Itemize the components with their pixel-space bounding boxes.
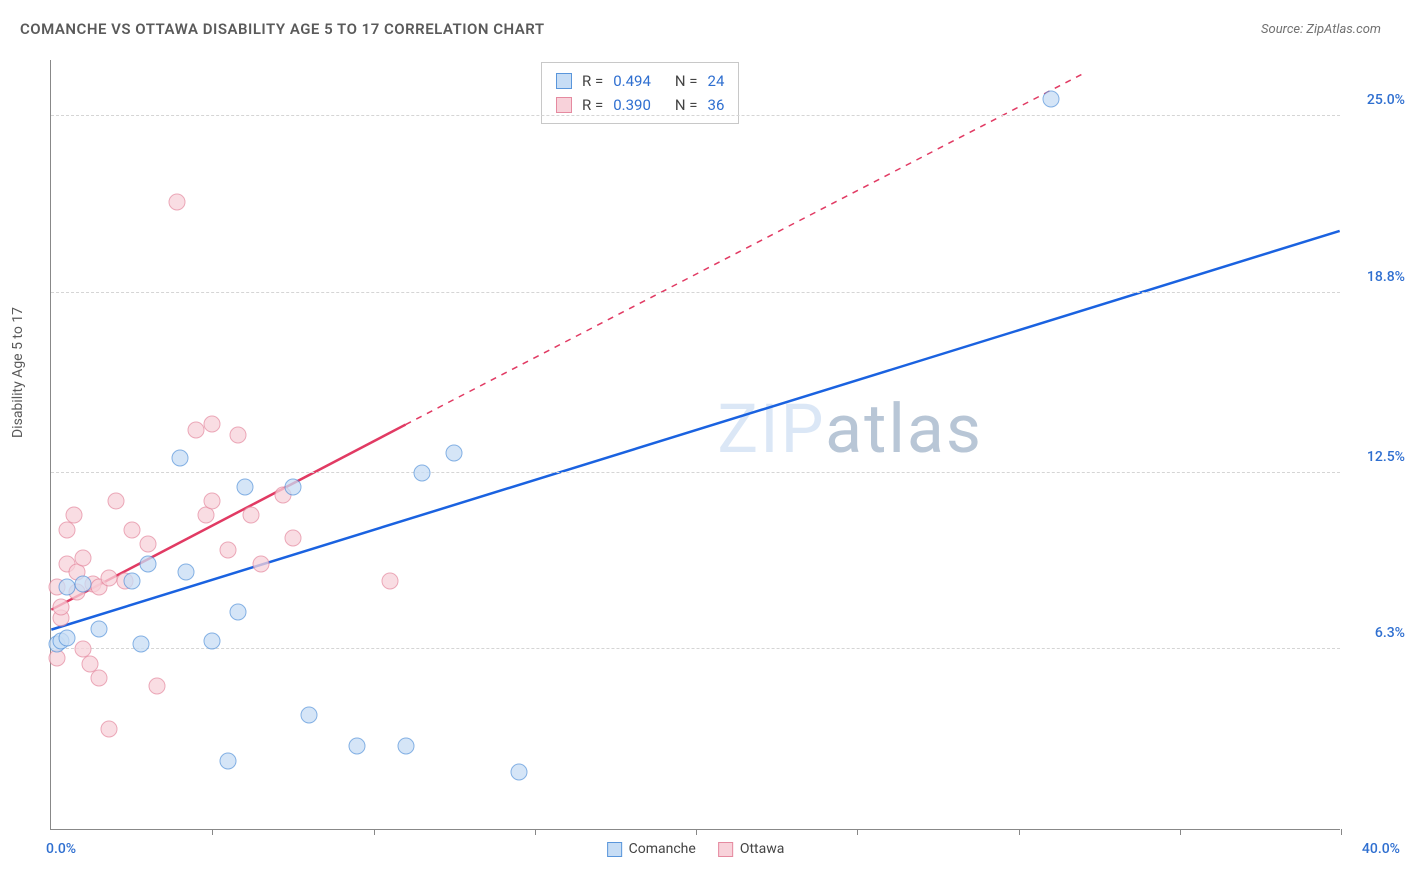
x-tick xyxy=(696,829,697,835)
x-max-label: 40.0% xyxy=(1362,841,1400,857)
scatter-point xyxy=(101,721,118,738)
scatter-point xyxy=(168,193,185,210)
scatter-point xyxy=(59,578,76,595)
scatter-point xyxy=(91,621,108,638)
x-tick xyxy=(857,829,858,835)
legend-item: Comanche xyxy=(607,841,696,857)
scatter-point xyxy=(220,541,237,558)
scatter-point xyxy=(242,507,259,524)
legend-item: Ottawa xyxy=(718,841,785,857)
x-tick xyxy=(1341,829,1342,835)
legend-n-label: N = xyxy=(675,69,698,93)
y-tick-label: 12.5% xyxy=(1367,449,1405,465)
scatter-point xyxy=(220,752,237,769)
scatter-point xyxy=(172,450,189,467)
scatter-point xyxy=(59,629,76,646)
legend-r-value: 0.494 xyxy=(613,69,651,93)
legend-swatch xyxy=(718,842,733,857)
scatter-point xyxy=(178,564,195,581)
y-axis-label: Disability Age 5 to 17 xyxy=(10,307,26,438)
legend-swatch xyxy=(607,842,622,857)
scatter-point xyxy=(101,570,118,587)
trend-line xyxy=(406,74,1082,424)
scatter-point xyxy=(381,572,398,589)
x-tick xyxy=(535,829,536,835)
gridline xyxy=(51,292,1340,293)
scatter-point xyxy=(204,632,221,649)
scatter-point xyxy=(52,598,69,615)
legend-stat-row: R = 0.494 N = 24 xyxy=(556,69,724,93)
legend-label: Comanche xyxy=(629,841,696,857)
x-tick xyxy=(1019,829,1020,835)
gridline xyxy=(51,472,1340,473)
legend-n-value: 36 xyxy=(708,93,725,117)
y-tick-label: 25.0% xyxy=(1367,92,1405,108)
scatter-point xyxy=(230,604,247,621)
scatter-point xyxy=(204,416,221,433)
scatter-point xyxy=(75,550,92,567)
scatter-point xyxy=(397,738,414,755)
x-tick xyxy=(1180,829,1181,835)
trend-lines-layer xyxy=(51,60,1340,829)
x-tick xyxy=(212,829,213,835)
legend-stat-row: R = 0.390 N = 36 xyxy=(556,93,724,117)
legend-n-value: 24 xyxy=(708,69,725,93)
legend-swatch xyxy=(556,73,572,89)
y-tick-label: 6.3% xyxy=(1375,625,1405,641)
scatter-point xyxy=(91,669,108,686)
scatter-point xyxy=(301,706,318,723)
source-attribution: Source: ZipAtlas.com xyxy=(1261,22,1381,37)
chart-title: COMANCHE VS OTTAWA DISABILITY AGE 5 TO 1… xyxy=(20,20,545,38)
scatter-point xyxy=(510,763,527,780)
scatter-point xyxy=(236,478,253,495)
scatter-point xyxy=(349,738,366,755)
scatter-point xyxy=(284,478,301,495)
scatter-point xyxy=(204,493,221,510)
scatter-point xyxy=(123,572,140,589)
scatter-point xyxy=(1042,90,1059,107)
scatter-point xyxy=(133,635,150,652)
chart-container: COMANCHE VS OTTAWA DISABILITY AGE 5 TO 1… xyxy=(0,0,1406,892)
scatter-point xyxy=(252,555,269,572)
scatter-point xyxy=(284,530,301,547)
scatter-point xyxy=(139,535,156,552)
legend-n-label: N = xyxy=(675,93,698,117)
scatter-point xyxy=(107,493,124,510)
scatter-point xyxy=(65,507,82,524)
scatter-point xyxy=(123,521,140,538)
scatter-point xyxy=(446,444,463,461)
x-min-label: 0.0% xyxy=(46,841,76,857)
gridline xyxy=(51,115,1340,116)
x-tick xyxy=(374,829,375,835)
legend-r-label: R = xyxy=(582,93,603,117)
series-legend: Comanche Ottawa xyxy=(607,841,785,857)
legend-r-label: R = xyxy=(582,69,603,93)
watermark: ZIPatlas xyxy=(717,389,983,469)
scatter-point xyxy=(149,678,166,695)
legend-label: Ottawa xyxy=(740,841,785,857)
scatter-point xyxy=(230,427,247,444)
scatter-point xyxy=(413,464,430,481)
legend-swatch xyxy=(556,97,572,113)
scatter-point xyxy=(75,575,92,592)
scatter-point xyxy=(188,421,205,438)
scatter-point xyxy=(139,555,156,572)
plot-area: ZIPatlas R = 0.494N = 24R = 0.390N = 36 … xyxy=(50,60,1340,830)
gridline xyxy=(51,648,1340,649)
y-tick-label: 18.8% xyxy=(1367,269,1405,285)
legend-r-value: 0.390 xyxy=(613,93,651,117)
